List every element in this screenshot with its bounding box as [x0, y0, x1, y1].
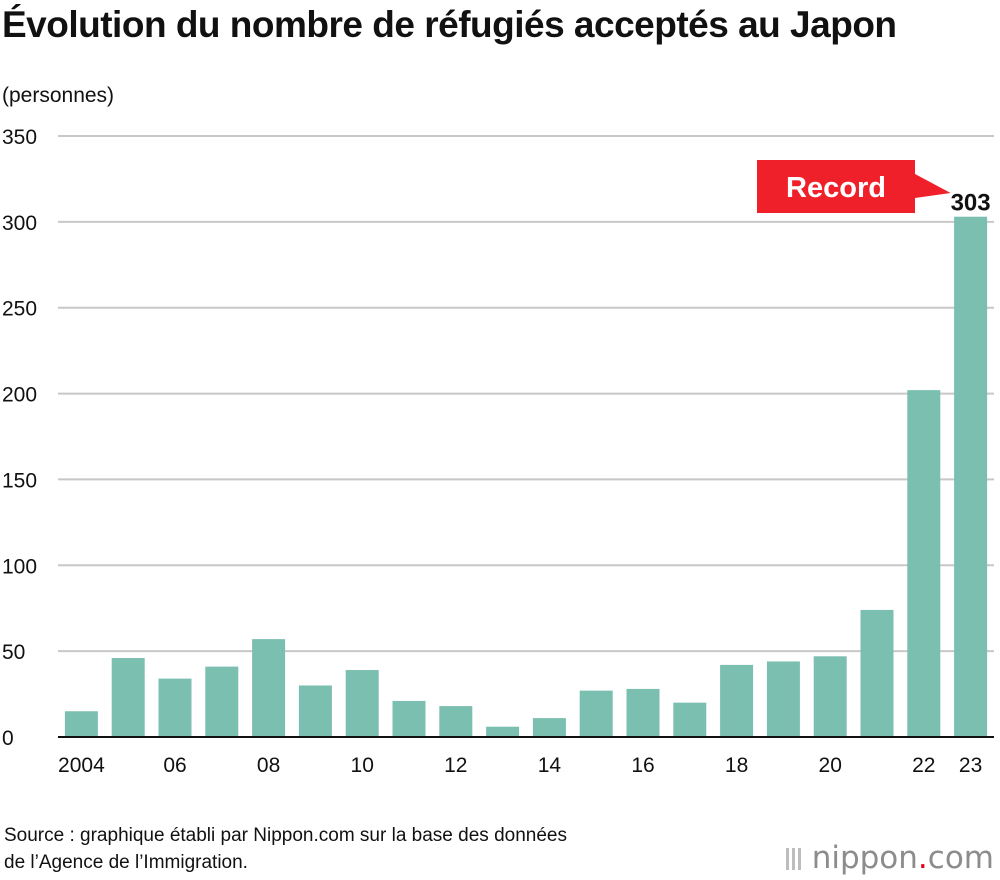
bar-value-label-2023: 303 [951, 190, 991, 217]
bar-2009 [298, 685, 332, 737]
y-tick-label-0: 0 [2, 727, 14, 750]
y-tick-label-150: 150 [2, 469, 37, 492]
bar-2023 [954, 216, 988, 738]
page-title: Évolution du nombre de réfugiés acceptés… [2, 4, 897, 45]
source-note: Source : graphique établi par Nippon.com… [4, 822, 567, 876]
x-tick-label-10: 10 [351, 754, 374, 777]
x-tick-label-2004: 2004 [58, 754, 105, 777]
y-axis-unit-label: (personnes) [2, 84, 114, 107]
bar-2021 [860, 609, 894, 737]
bar-2012 [439, 706, 473, 737]
y-tick-label-50: 50 [2, 641, 25, 664]
bar-2018 [720, 664, 754, 737]
x-tick-label-20: 20 [819, 754, 842, 777]
bar-2011 [392, 700, 426, 737]
bar-2016 [626, 688, 660, 737]
bar-2019 [766, 661, 800, 737]
record-callout-box [757, 160, 915, 213]
y-tick-label-300: 300 [2, 212, 37, 235]
x-tick-label-14: 14 [538, 754, 562, 777]
bar-2020 [813, 656, 847, 737]
bar-chart: (personnes) 0 50 100 150 200 250 300 350 2004 06… [2, 84, 994, 777]
logo-bars-icon [785, 842, 804, 878]
bar-2006 [158, 678, 192, 737]
y-axis-ticks: 0 50 100 150 200 250 300 350 [2, 126, 37, 750]
gridlines [58, 135, 994, 653]
bar-2022 [907, 390, 941, 737]
y-tick-label-250: 250 [2, 298, 37, 321]
bar-2015 [579, 690, 613, 737]
x-tick-label-12: 12 [444, 754, 467, 777]
bar-2005 [111, 658, 145, 737]
x-tick-label-08: 08 [257, 754, 280, 777]
y-tick-label-100: 100 [2, 555, 37, 578]
x-tick-label-23: 23 [959, 754, 982, 777]
x-tick-label-22: 22 [912, 754, 935, 777]
y-tick-label-350: 350 [2, 126, 37, 149]
bar-2008 [252, 639, 286, 737]
record-callout-label: Record [786, 172, 886, 204]
nippon-logo: nippon.com [785, 840, 994, 878]
bar-2017 [673, 702, 707, 737]
record-annotation: Record 303 [757, 160, 991, 217]
x-tick-label-06: 06 [163, 754, 186, 777]
source-line-1: Source : graphique établi par Nippon.com… [4, 825, 567, 846]
bar-2010 [345, 670, 379, 737]
x-axis-ticks: 2004 06 08 10 12 14 16 18 20 22 23 [58, 754, 982, 777]
y-tick-label-200: 200 [2, 384, 37, 407]
record-callout-pointer [915, 174, 951, 198]
bar-2014 [532, 718, 566, 737]
bar-2004 [64, 711, 98, 737]
x-tick-label-16: 16 [631, 754, 654, 777]
bars [64, 216, 988, 738]
x-tick-label-18: 18 [725, 754, 748, 777]
logo-suffix: com [927, 840, 994, 876]
source-line-2: de l’Agence de l’Immigration. [4, 852, 248, 873]
logo-dot: . [917, 840, 928, 876]
bar-2013 [486, 726, 520, 737]
bar-2007 [205, 666, 239, 737]
logo-name: nippon [811, 840, 918, 876]
